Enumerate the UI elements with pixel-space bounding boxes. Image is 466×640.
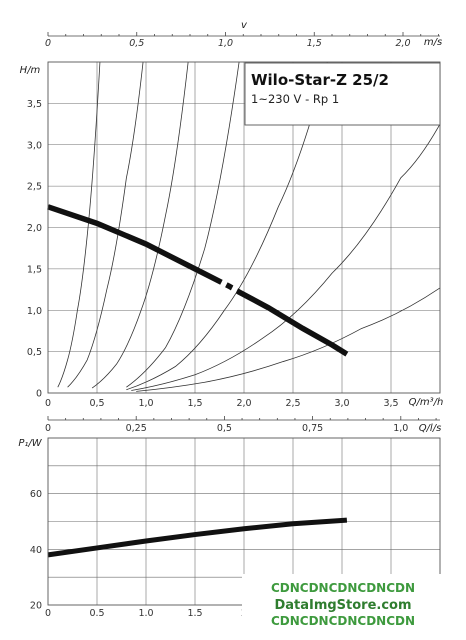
y-tick-label: 2,0 xyxy=(27,223,42,234)
head-panel-frame xyxy=(47,61,441,394)
x-tick-label: 1,0 xyxy=(138,398,153,409)
watermark-line-3: CDNCDNCDNCDNCDN xyxy=(271,614,415,628)
flow-ls-tick-label: 0 xyxy=(45,423,51,434)
bottom-top-axis-title: Q/l/s xyxy=(419,423,442,434)
watermark: CDNCDNCDNCDNCDN DataImgStore.com CDNCDNC… xyxy=(242,574,444,634)
chart-subtitle: 1~230 V - Rp 1 xyxy=(251,92,339,106)
y-tick-label: 3,5 xyxy=(27,99,42,110)
y-tick-label: 0,5 xyxy=(27,347,42,358)
power-y-tick-label: 60 xyxy=(30,489,42,500)
power-x-tick-label: 1.5 xyxy=(187,608,202,619)
chart-title: Wilo-Star-Z 25/2 xyxy=(251,71,389,89)
flow-ls-tick-label: 0,75 xyxy=(302,423,323,434)
flow-ls-tick-label: 1,0 xyxy=(393,423,408,434)
system-curve-3 xyxy=(91,62,189,389)
velocity-tick-label: 1,0 xyxy=(218,38,233,49)
velocity-tick-label: 0,5 xyxy=(129,38,144,49)
top-axis-title: v xyxy=(241,20,248,31)
power-curve xyxy=(47,517,348,558)
pump-curve-break-2 xyxy=(230,284,239,294)
power-y-axis-label: P₁/W xyxy=(18,438,42,449)
velocity-tick-label: 2,0 xyxy=(395,38,410,49)
watermark-line-1: CDNCDNCDNCDNCDN xyxy=(271,581,415,595)
y-axis-label: H/m xyxy=(20,65,41,76)
power-x-tick-label: 0 xyxy=(45,608,51,619)
y-tick-label: 0 xyxy=(36,389,42,400)
top-axis-unit: m/s xyxy=(424,37,442,48)
system-curves xyxy=(57,62,440,392)
head-flow-panel: Wilo-Star-Z 25/2 1~230 V - Rp 1 v m/s H/… xyxy=(20,20,444,409)
velocity-tick-label: 1,5 xyxy=(307,38,322,49)
power-panel: Q/l/s P₁/W 0 0,25 0,5 0,75 1,0 20 40 60 0 0.5 1.0 1… xyxy=(18,416,441,619)
flow-ls-tick-label: 0,25 xyxy=(126,423,147,434)
x-tick-label: 2,5 xyxy=(285,398,300,409)
flow-ls-tick-label: 0,5 xyxy=(217,423,232,434)
y-tick-label: 1,0 xyxy=(27,306,42,317)
watermark-background xyxy=(242,574,444,634)
system-curve-6 xyxy=(131,123,440,391)
x-tick-label: 0,5 xyxy=(89,398,104,409)
x-axis-label: Q/m³/h xyxy=(409,397,444,408)
y-tick-label: 2,5 xyxy=(27,182,42,193)
x-tick-label: 0 xyxy=(45,398,51,409)
power-y-tick-label: 20 xyxy=(30,601,42,612)
pump-head-curve xyxy=(47,204,349,357)
system-curve-1 xyxy=(57,62,101,388)
title-box xyxy=(244,62,441,126)
power-x-tick-label: 0.5 xyxy=(89,608,104,619)
power-x-tick-label: 1.0 xyxy=(138,608,153,619)
y-tick-label: 1,5 xyxy=(27,264,42,275)
x-tick-label: 2,0 xyxy=(236,398,251,409)
power-y-tick-label: 40 xyxy=(30,545,42,556)
system-curve-4 xyxy=(126,62,240,388)
system-curve-2 xyxy=(67,62,144,388)
watermark-line-2: DataImgStore.com xyxy=(274,598,411,613)
x-tick-label: 3,0 xyxy=(334,398,349,409)
head-panel-ticks: 0 0,5 1,0 1,5 2,0 2,5 3,0 3,5 0 0,5 1,0 1,5 2,0 2,5 3,… xyxy=(27,32,440,409)
x-tick-label: 3,5 xyxy=(383,398,398,409)
system-curve-7 xyxy=(136,287,440,392)
velocity-tick-label: 0 xyxy=(45,38,51,49)
y-tick-label: 3,0 xyxy=(27,140,42,151)
pump-curve-break-1 xyxy=(219,279,228,288)
x-tick-label: 1,5 xyxy=(187,398,202,409)
